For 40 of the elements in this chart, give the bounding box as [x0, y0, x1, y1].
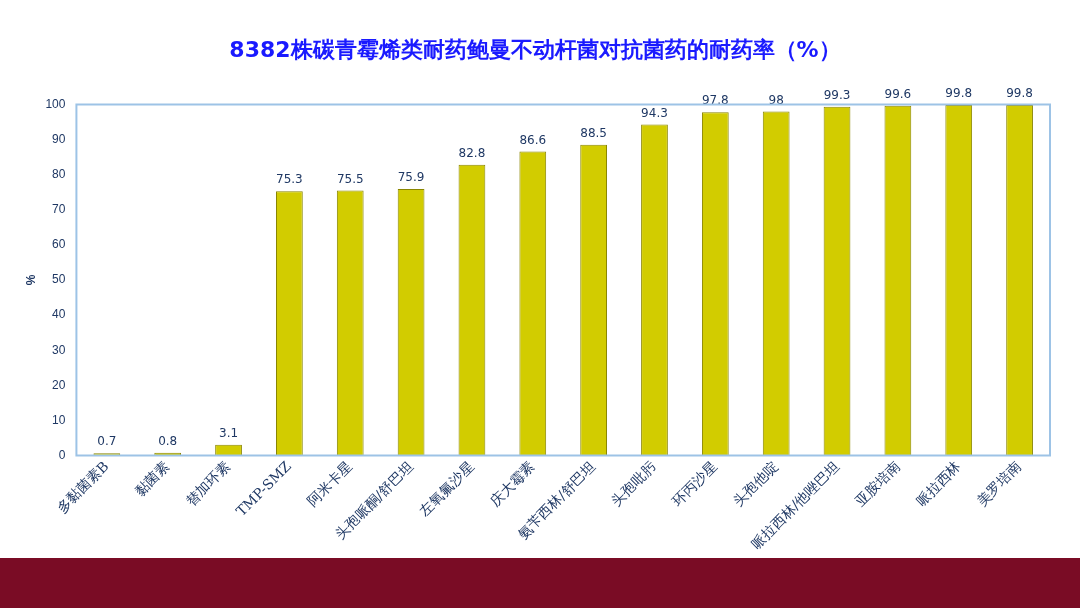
y-tick-label: 0: [58, 447, 66, 462]
x-tick-label: 美罗培南: [973, 457, 1025, 509]
y-tick-label: 20: [52, 377, 66, 392]
data-label: 94.3: [641, 105, 668, 120]
data-label: 88.5: [580, 125, 607, 140]
y-tick-label: 50: [52, 272, 66, 287]
x-tick-label: 左氧氟沙星: [415, 457, 477, 519]
x-tick-label: 替加环素: [182, 457, 234, 509]
data-label: 99.3: [823, 87, 851, 102]
data-label: 99.8: [1006, 86, 1033, 101]
x-tick-label: 头孢吡肟: [608, 457, 660, 509]
data-label: 99.8: [945, 86, 973, 101]
data-label: 75.5: [336, 171, 364, 186]
y-tick-label: 10: [52, 412, 66, 427]
data-label: 99.6: [884, 86, 912, 101]
data-label: 0.8: [158, 433, 178, 448]
y-axis-title: %: [23, 274, 38, 286]
x-tick-label: 头孢他啶: [729, 457, 781, 509]
chart-title: 8382株碳青霉烯类耐药鲍曼不动杆菌对抗菌药的耐药率（%）: [229, 36, 841, 62]
x-tick-label: 阿米卡星: [304, 457, 355, 509]
data-label: 86.6: [519, 132, 547, 147]
y-tick-label: 100: [45, 96, 66, 111]
y-tick-label: 80: [52, 166, 66, 181]
x-tick-label: 环丙沙星: [669, 457, 721, 509]
x-tick-label: 黏菌素: [131, 457, 173, 499]
x-tick-label: 哌拉西林: [912, 457, 964, 509]
x-tick-label: 亚胺培南: [851, 457, 903, 509]
data-label: 97.8: [701, 93, 729, 108]
data-label: 3.1: [219, 425, 239, 440]
y-tick-label: 90: [52, 131, 66, 146]
x-tick-label: 庆大霉素: [486, 457, 538, 509]
data-label: 75.3: [276, 172, 303, 187]
data-label: 75.9: [397, 170, 425, 185]
y-tick-label: 40: [52, 307, 66, 322]
data-label: 82.8: [458, 145, 486, 160]
y-tick-label: 30: [52, 342, 66, 357]
data-label: 98: [768, 92, 784, 107]
data-label: 0.7: [97, 434, 117, 449]
y-tick-label: 70: [52, 202, 66, 217]
y-tick-label: 60: [52, 237, 66, 252]
